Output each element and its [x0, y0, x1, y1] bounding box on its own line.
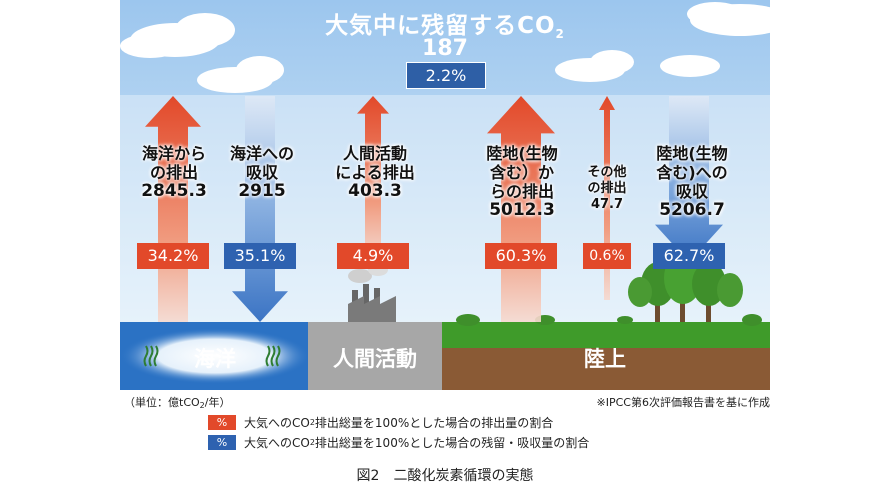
atmosphere-percent-badge: 2.2%: [406, 62, 486, 89]
title-subscript: 2: [555, 27, 565, 41]
cloud-mid: [197, 56, 284, 93]
flow-label-line: の排出: [587, 181, 627, 196]
cloud-left: [120, 13, 235, 58]
ocean-glow: [120, 328, 310, 384]
legend-subscript: 2: [309, 438, 315, 447]
unit-note-subscript: 2: [199, 401, 205, 410]
atmosphere-title: 大気中に残留するCO2: [300, 6, 590, 41]
legend-emission-row: % 大気へのCO 2 排出総量を100%とした場合の排出量の割合: [208, 414, 553, 431]
unit-note: （単位：億tCO2/年）: [124, 394, 230, 410]
flow-ocean-absorption-label: 海洋への 吸収 2915: [216, 144, 308, 201]
legend-emission-swatch: %: [208, 415, 236, 430]
flow-other-emission-percent: 0.6%: [583, 243, 631, 269]
flow-land-absorption-label: 陸地(生物 含む)への 吸収 5206.7: [640, 144, 744, 220]
source-note: ※IPCC第6次評価報告書を基に作成: [596, 396, 770, 409]
legend-absorption-swatch: %: [208, 435, 236, 450]
flow-label-line: 陸地(生物: [656, 144, 728, 163]
flow-label-line: 人間活動: [342, 144, 407, 163]
cloud-right: [555, 50, 720, 82]
seaweed-icon-right: [265, 345, 281, 367]
flow-value: 2845.3: [141, 181, 207, 201]
flow-label-line: 海洋から: [141, 144, 206, 163]
human-activity-label: 人間活動: [333, 347, 417, 371]
flow-value: 5206.7: [659, 200, 725, 220]
flow-value: 2915: [238, 181, 286, 201]
flow-land-emission-percent: 60.3%: [485, 243, 557, 269]
atmosphere-value: 187: [422, 36, 468, 61]
cloud-right-top: [687, 2, 790, 36]
legend-subscript: 2: [309, 418, 315, 427]
flow-land-emission-label: 陸地(生物 含む）か らの排出 5012.3: [470, 144, 574, 220]
land-grass: [442, 322, 770, 348]
flow-label-line: の排出: [149, 163, 198, 182]
flow-label-line: 海洋への: [229, 144, 294, 163]
flow-human-emission-label: 人間活動 による排出 403.3: [320, 144, 430, 201]
seaweed-icon-left: [143, 345, 159, 367]
legend-text: 大気へのCO: [244, 416, 310, 430]
legend-absorption-row: % 大気へのCO 2 排出総量を100%とした場合の残留・吸収量の割合: [208, 434, 589, 451]
flow-label-line: 陸地(生物: [486, 144, 558, 163]
arrow-human-emission: [357, 96, 389, 262]
legend-text-tail: 排出総量を100%とした場合の排出量の割合: [314, 416, 554, 430]
flow-label-line: による排出: [335, 163, 415, 182]
arrow-other-emission: [599, 96, 615, 300]
flow-label-line: 含む）か: [489, 163, 554, 182]
flow-value: 403.3: [348, 181, 402, 201]
flow-human-emission-percent: 4.9%: [337, 243, 409, 269]
factory-icon: [348, 264, 396, 322]
arrow-land-absorption: [655, 96, 723, 262]
flow-other-emission-label: その他 の排出 47.7: [576, 165, 638, 213]
unit-note-suffix: /年）: [204, 396, 231, 409]
flow-label-line: 吸収: [245, 163, 278, 182]
title-text: 大気中に残留するCO: [325, 13, 556, 39]
land-soil: [442, 348, 770, 390]
unit-note-text: （単位：億tCO: [124, 396, 200, 409]
flow-label-line: 含む)への: [656, 163, 728, 182]
flow-ocean-emission-label: 海洋から の排出 2845.3: [128, 144, 220, 201]
ocean-label: 海洋: [194, 347, 236, 371]
legend-text-tail: 排出総量を100%とした場合の残留・吸収量の割合: [314, 436, 590, 450]
legend-text: 大気へのCO: [244, 436, 310, 450]
land-label: 陸上: [584, 347, 626, 371]
human-band: [308, 322, 442, 390]
figure-caption: 図2 二酸化炭素循環の実態: [356, 468, 534, 484]
flow-ocean-absorption-percent: 35.1%: [224, 243, 296, 269]
flow-ocean-emission-percent: 34.2%: [137, 243, 209, 269]
flow-label-line: その他: [587, 165, 627, 180]
flow-label-line: らの排出: [489, 182, 554, 201]
flow-label-line: 吸収: [675, 182, 708, 201]
flow-land-absorption-percent: 62.7%: [653, 243, 725, 269]
flow-value: 47.7: [590, 197, 624, 212]
flow-value: 5012.3: [489, 200, 555, 220]
